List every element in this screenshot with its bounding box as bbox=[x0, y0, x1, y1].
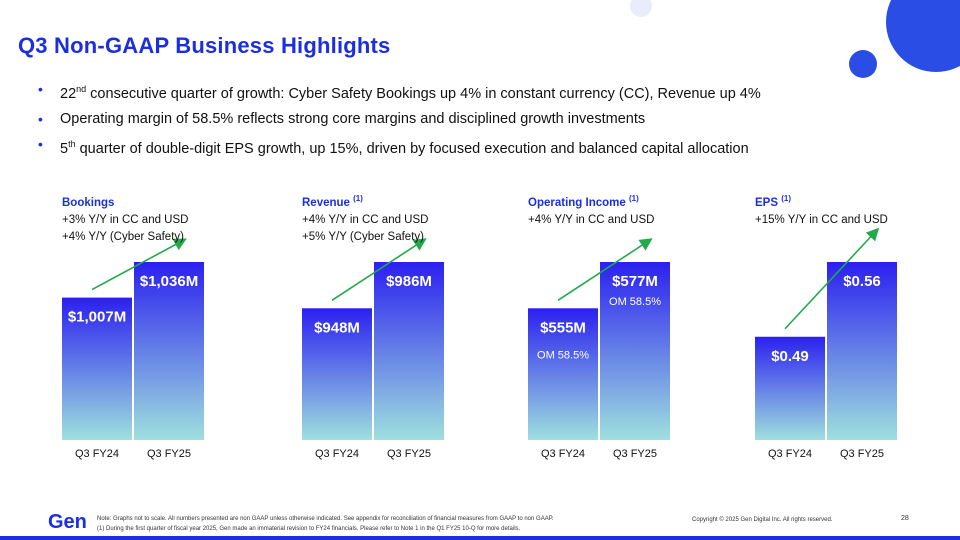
decorative-circle-faint bbox=[630, 0, 652, 17]
revenue-chart: $948M Q3 FY24 $986M Q3 FY25 Revenue (1) +4%… bbox=[290, 190, 490, 480]
chart-header: EPS (1) +15% Y/Y in CC and USD bbox=[755, 190, 888, 229]
chart-title: EPS bbox=[755, 196, 779, 209]
chart-plot: $0.49 Q3 FY24 $0.56 Q3 FY25 bbox=[755, 227, 897, 460]
x-tick-label: Q3 FY25 bbox=[613, 448, 657, 460]
bar-value-label: $1,007M bbox=[68, 309, 126, 326]
bullet-sup: nd bbox=[76, 84, 87, 94]
chart-header: Operating Income (1) +4% Y/Y in CC and U… bbox=[528, 190, 654, 229]
bar bbox=[134, 262, 204, 440]
x-tick-label: Q3 FY24 bbox=[75, 448, 119, 460]
chart-subtitle: +15% Y/Y in CC and USD bbox=[755, 213, 888, 226]
growth-arrow bbox=[91, 238, 187, 291]
chart-header: Bookings +3% Y/Y in CC and USD +4% Y/Y (… bbox=[62, 190, 188, 246]
x-tick-label: Q3 FY24 bbox=[541, 448, 585, 460]
growth-arrow bbox=[331, 238, 427, 301]
chart-title-sup: (1) bbox=[353, 194, 363, 203]
bullet-item: • 5th quarter of double-digit EPS growth,… bbox=[38, 134, 938, 159]
bullet-dot: • bbox=[38, 81, 43, 97]
x-tick-label: Q3 FY24 bbox=[768, 448, 812, 460]
bar-value-label: $555M bbox=[540, 319, 586, 336]
bar-value-label: $577M bbox=[612, 273, 658, 290]
growth-arrow bbox=[557, 238, 653, 301]
page-number: 28 bbox=[901, 515, 909, 522]
chart-plot: $1,007M Q3 FY24 $1,036M Q3 FY25 bbox=[62, 238, 204, 460]
footnote-line: Note: Graphs not to scale. All numbers p… bbox=[97, 516, 554, 522]
bullet-text: Operating margin of 58.5% reflects stron… bbox=[60, 110, 646, 127]
x-tick-label: Q3 FY24 bbox=[315, 448, 359, 460]
gen-logo: Gen bbox=[48, 511, 87, 533]
bar-annotation: OM 58.5% bbox=[537, 349, 589, 361]
decorative-circle-small bbox=[849, 50, 877, 78]
chart-subtitle: +4% Y/Y in CC and USD bbox=[528, 213, 655, 226]
chart-plot: $948M Q3 FY24 $986M Q3 FY25 bbox=[302, 238, 444, 460]
bar bbox=[374, 262, 444, 440]
footnote-line: (1) During the first quarter of fiscal y… bbox=[97, 526, 521, 532]
footer-band bbox=[0, 536, 960, 540]
chart-title: Operating Income bbox=[528, 196, 626, 209]
bar bbox=[755, 336, 825, 440]
x-tick-label: Q3 FY25 bbox=[840, 448, 884, 460]
bullet-item: • Operating margin of 58.5% reflects stro… bbox=[38, 109, 938, 129]
bullet-item: • 22nd consecutive quarter of growth: Cyb… bbox=[38, 79, 938, 104]
footnote: Note: Graphs not to scale. All numbers p… bbox=[97, 514, 657, 534]
chart-subtitle: +5% Y/Y (Cyber Safety) bbox=[302, 230, 424, 243]
bar bbox=[62, 297, 132, 440]
bar-value-label: $0.49 bbox=[771, 348, 809, 365]
bar bbox=[302, 308, 372, 440]
chart-subtitle: +3% Y/Y in CC and USD bbox=[62, 213, 189, 226]
chart-title: Bookings bbox=[62, 196, 115, 209]
bullet-dot: • bbox=[38, 135, 43, 152]
bullet-lead: 5 bbox=[60, 140, 69, 157]
bar bbox=[600, 262, 670, 440]
bullet-sup: th bbox=[68, 138, 76, 149]
bar-value-label: $0.56 bbox=[843, 273, 881, 290]
bar bbox=[528, 308, 598, 440]
chart-plot: $555M OM 58.5% Q3 FY24 $577M OM 58.5% Q3 FY25 bbox=[528, 238, 670, 460]
chart-title-sup: (1) bbox=[781, 194, 791, 203]
bar-value-label: $948M bbox=[314, 319, 360, 336]
bullet-text: consecutive quarter of growth: Cyber Saf… bbox=[86, 85, 761, 102]
chart-header: Revenue (1) +4% Y/Y in CC and USD +5% Y/… bbox=[302, 190, 428, 246]
bar-value-label: $986M bbox=[386, 273, 432, 290]
bullet-dot: • bbox=[38, 110, 43, 127]
copyright: Copyright © 2025 Gen Digital Inc. All ri… bbox=[692, 517, 833, 523]
x-tick-label: Q3 FY25 bbox=[147, 448, 191, 460]
decorative-circle-large bbox=[886, 0, 960, 72]
bar bbox=[827, 262, 897, 440]
chart-title: Revenue bbox=[302, 196, 350, 209]
highlight-bullets: • 22nd consecutive quarter of growth: Cyb… bbox=[38, 79, 938, 164]
chart-title-sup: (1) bbox=[628, 194, 639, 203]
bar-annotation: OM 58.5% bbox=[609, 296, 661, 308]
growth-arrow bbox=[784, 227, 880, 330]
bullet-lead: 22 bbox=[60, 85, 77, 102]
bookings-chart: $1,007M Q3 FY24 $1,036M Q3 FY25 Bookings +3… bbox=[50, 190, 250, 480]
chart-subtitle: +4% Y/Y (Cyber Safety) bbox=[62, 230, 184, 243]
x-tick-label: Q3 FY25 bbox=[387, 448, 431, 460]
eps-chart: $0.49 Q3 FY24 $0.56 Q3 FY25 EPS (1) +15% Y/… bbox=[743, 190, 943, 480]
bullet-text: quarter of double-digit EPS growth, up 1… bbox=[75, 140, 749, 157]
page-title: Q3 Non-GAAP Business Highlights bbox=[18, 33, 391, 58]
bar-value-label: $1,036M bbox=[140, 273, 198, 290]
operating-income-chart: $555M OM 58.5% Q3 FY24 $577M OM 58.5% Q3 FY25… bbox=[516, 190, 716, 480]
chart-subtitle: +4% Y/Y in CC and USD bbox=[302, 213, 429, 226]
